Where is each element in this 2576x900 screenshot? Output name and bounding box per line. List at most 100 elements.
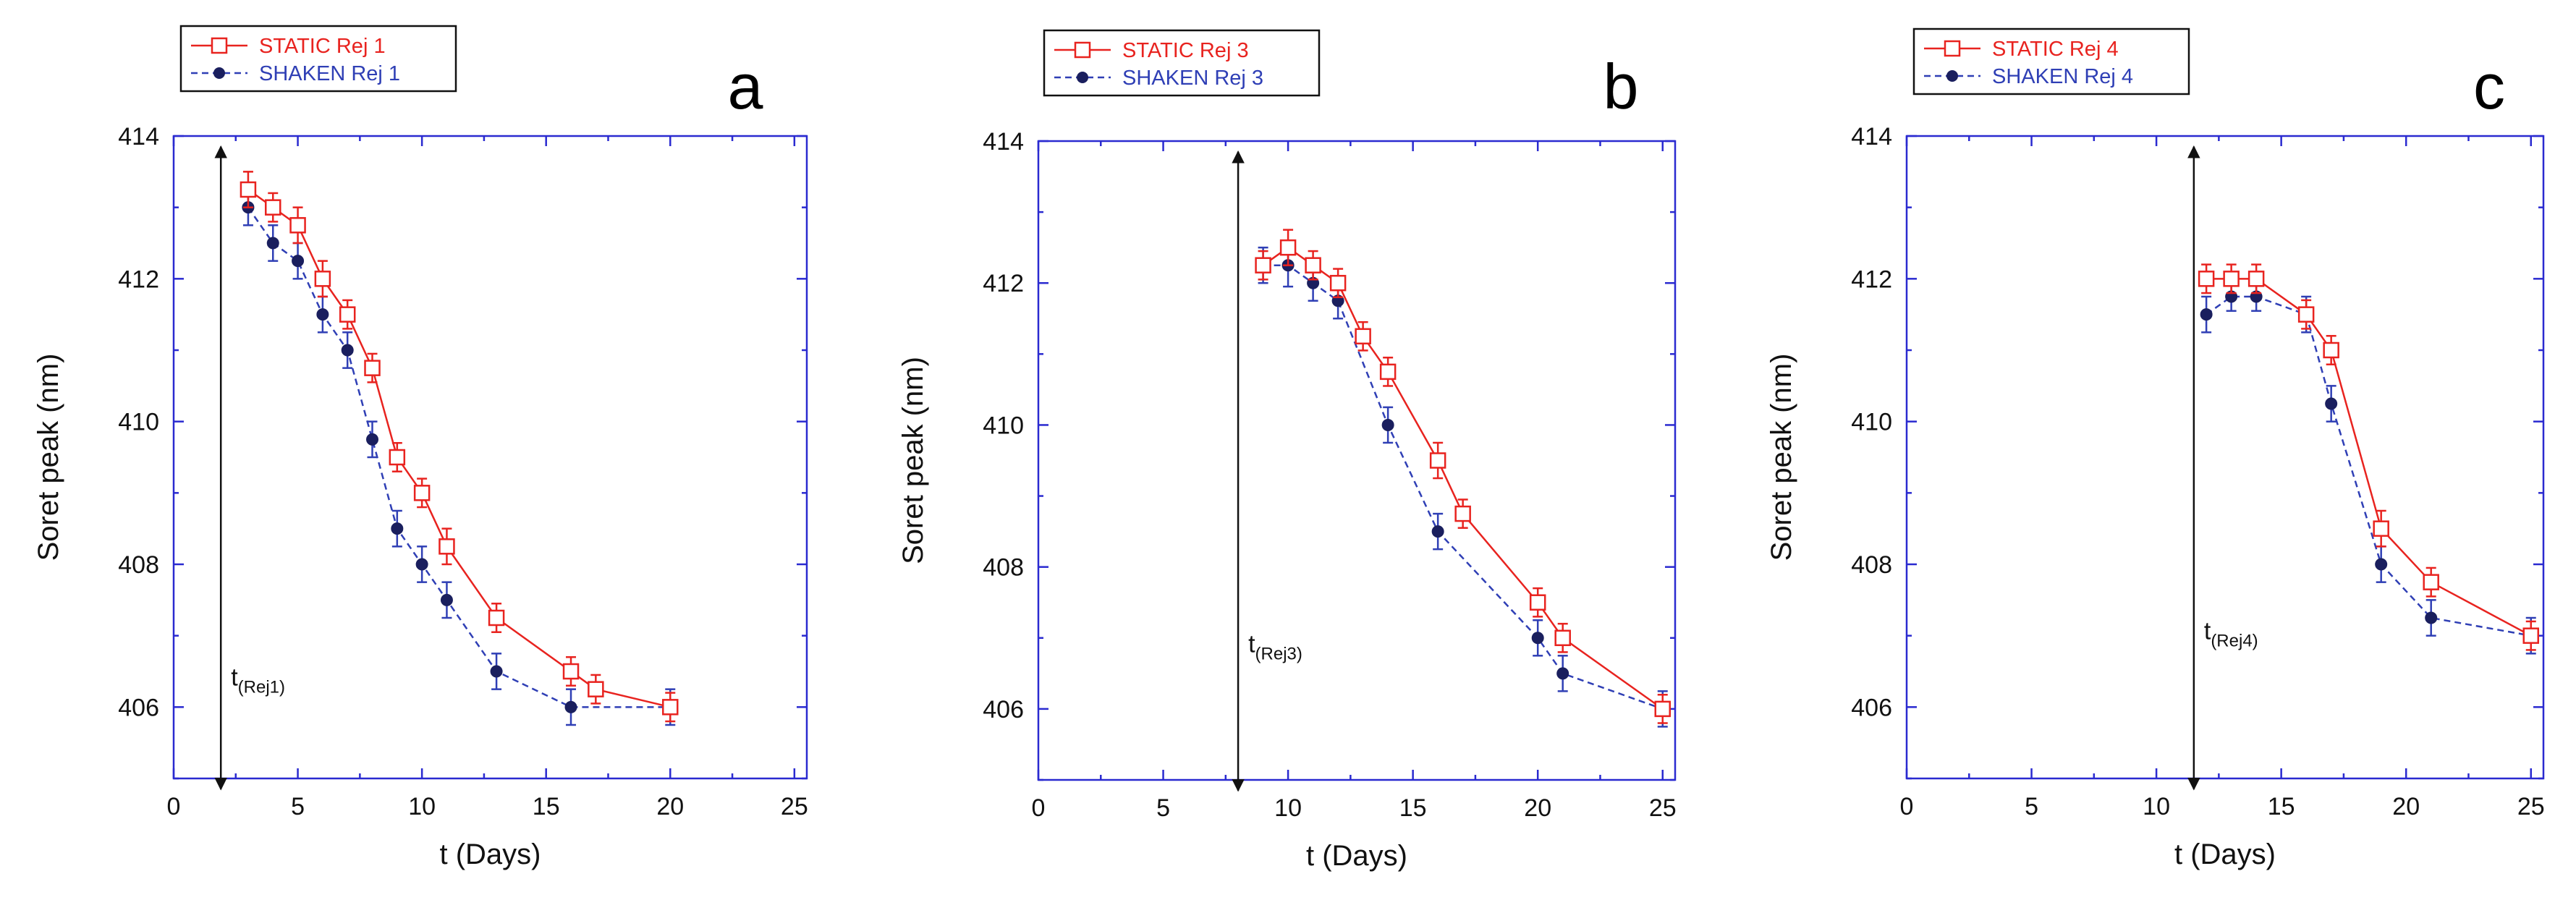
y-tick-label: 406 <box>118 694 159 721</box>
x-tick-label: 5 <box>2025 793 2038 820</box>
x-tick-label: 10 <box>2143 793 2170 820</box>
data-point-static <box>1429 452 1446 469</box>
data-point-static <box>265 199 281 216</box>
legend-frame <box>1043 29 1321 97</box>
panel-letter: c <box>2473 51 2505 122</box>
y-tick-label: 412 <box>118 266 159 293</box>
data-point-static <box>2198 271 2215 287</box>
data-point-static <box>339 306 356 323</box>
time-marker-label-subscript: (Rej1) <box>238 678 285 697</box>
y-axis-title: Soret peak (nm) <box>33 354 64 561</box>
time-marker-label-base: t <box>2204 618 2211 645</box>
legend-label: STATIC Rej 3 <box>1122 39 1249 62</box>
data-point-shaken <box>2200 308 2213 321</box>
y-tick-label: 406 <box>1851 694 1892 721</box>
data-point-static <box>488 609 505 627</box>
data-point-static <box>2247 271 2265 287</box>
data-point-static <box>1454 505 1471 522</box>
series-line <box>2206 278 2532 637</box>
data-point-shaken <box>2375 558 2388 571</box>
data-point-static <box>1279 239 1297 256</box>
y-tick-label: 406 <box>983 696 1024 723</box>
panel-a: 0 5 10 15 20 25 406 408 410 412 414 t (Days) Soret p… <box>33 25 808 870</box>
x-tick-label: 20 <box>656 793 684 820</box>
time-marker-label-subscript: (Rej4) <box>2211 632 2258 651</box>
data-point-static <box>2522 627 2539 644</box>
data-point-static <box>2223 271 2240 287</box>
data-point-shaken <box>1556 667 1569 680</box>
panel-letter: a <box>728 51 763 122</box>
legend-marker-shaken <box>1077 72 1088 83</box>
data-point-shaken <box>292 255 305 268</box>
series-static <box>2198 263 2539 651</box>
data-point-static <box>1379 363 1397 381</box>
x-tick-label: 10 <box>408 793 436 820</box>
series-shaken <box>242 188 677 726</box>
legend-marker-shaken <box>1946 70 1958 82</box>
y-axis-title: Soret peak (nm) <box>897 357 929 564</box>
x-tick-label: 5 <box>1156 794 1170 822</box>
time-marker-label-base: t <box>231 664 238 692</box>
time-marker-label: t(Rej3) <box>1248 630 1302 663</box>
x-tick-label: 0 <box>1032 794 1046 822</box>
x-tick-label: 20 <box>2392 793 2420 820</box>
data-point-static <box>1654 700 1671 718</box>
data-point-shaken <box>2425 611 2438 624</box>
data-point-static <box>289 217 306 234</box>
x-tick-label: 25 <box>781 793 808 820</box>
legend: STATIC Rej 4 SHAKEN Rej 4 <box>1912 27 2190 95</box>
time-marker-label-subscript: (Rej3) <box>1255 644 1302 663</box>
y-tick-label: 412 <box>1851 266 1892 293</box>
legend-label: STATIC Rej 1 <box>259 35 386 58</box>
plot-area-frame <box>172 135 808 780</box>
data-point-shaken <box>391 522 404 535</box>
x-axis-title: t (Days) <box>1306 840 1407 872</box>
y-tick-label: 408 <box>118 551 159 579</box>
y-tick-label: 410 <box>118 409 159 436</box>
data-point-static <box>1355 328 1371 345</box>
data-point-static <box>240 181 257 198</box>
series-line <box>1262 246 1664 710</box>
y-tick-label: 414 <box>1851 123 1892 150</box>
legend-label: SHAKEN Rej 1 <box>259 62 400 85</box>
data-point-shaken <box>341 344 354 357</box>
plot-area-frame <box>1037 140 1677 781</box>
x-axis-title: t (Days) <box>2174 839 2276 870</box>
data-point-static <box>1305 257 1321 273</box>
data-point-static <box>2323 341 2339 359</box>
data-point-static <box>389 449 406 466</box>
data-point-shaken <box>366 433 379 446</box>
data-point-shaken <box>2325 397 2338 410</box>
data-point-static <box>1529 594 1546 611</box>
legend-marker-static <box>211 37 228 54</box>
legend-label: STATIC Rej 4 <box>1992 38 2119 61</box>
legend: STATIC Rej 1 SHAKEN Rej 1 <box>179 25 457 93</box>
panel-b: 0 5 10 15 20 25 406 408 410 412 414 t (Days) Soret p… <box>897 29 1677 872</box>
series-line <box>247 206 671 708</box>
legend-marker-shaken <box>213 67 225 79</box>
data-point-shaken <box>490 665 503 678</box>
data-point-shaken <box>440 593 453 606</box>
series-shaken <box>2200 281 2538 655</box>
data-point-shaken <box>1431 525 1444 538</box>
data-point-static <box>438 538 455 555</box>
data-point-static <box>314 271 331 287</box>
y-tick-label: 412 <box>983 270 1024 297</box>
time-marker-label-base: t <box>1248 630 1255 658</box>
x-tick-label: 20 <box>1524 794 1551 822</box>
series-line <box>2206 295 2531 637</box>
legend-label: SHAKEN Rej 4 <box>1992 65 2133 88</box>
series-line <box>1263 264 1664 710</box>
y-tick-label: 410 <box>1851 409 1892 436</box>
y-tick-label: 410 <box>983 412 1024 439</box>
y-tick-label: 408 <box>1851 551 1892 579</box>
legend: STATIC Rej 3 SHAKEN Rej 3 <box>1043 29 1321 97</box>
x-axis-title: t (Days) <box>440 839 541 870</box>
legend-marker-static <box>1944 40 1961 57</box>
x-tick-label: 5 <box>291 793 305 820</box>
data-point-static <box>2423 574 2439 590</box>
x-tick-label: 25 <box>1649 794 1677 822</box>
panel-letter: b <box>1603 51 1639 122</box>
legend-label: SHAKEN Rej 3 <box>1122 67 1263 90</box>
data-point-shaken <box>266 237 279 250</box>
